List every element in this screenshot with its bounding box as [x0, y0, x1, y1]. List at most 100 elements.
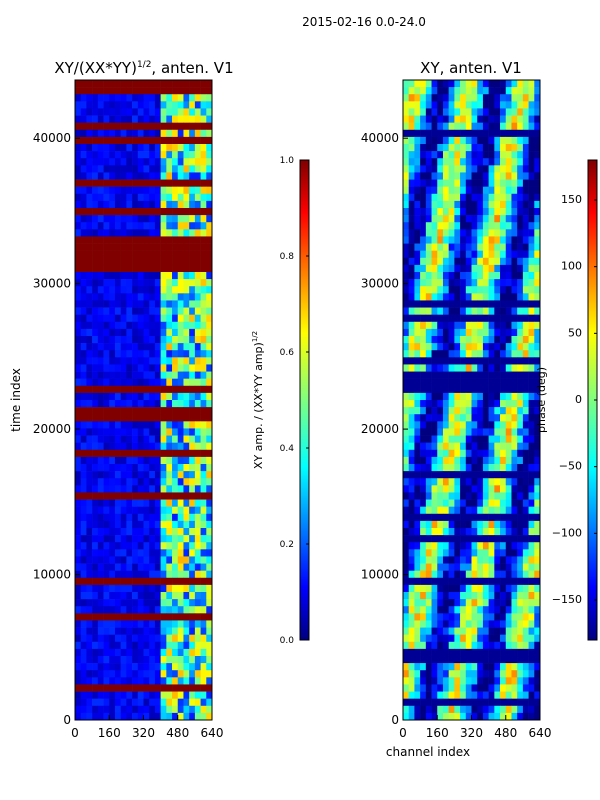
heatmap-cell [92, 584, 99, 593]
heatmap-cell [477, 570, 484, 579]
heatmap-cell [414, 549, 421, 557]
heatmap-cell [92, 670, 99, 678]
heatmap-cell [511, 705, 518, 714]
heatmap-cell [189, 385, 196, 394]
heatmap-cell [132, 663, 139, 671]
heatmap-cell [154, 80, 161, 88]
heatmap-cell [471, 705, 478, 714]
heatmap-cell [482, 336, 489, 344]
heatmap-cell [477, 215, 484, 223]
heatmap-cell [80, 705, 87, 714]
heatmap-cell [528, 94, 535, 102]
heatmap-cell [454, 101, 461, 109]
heatmap-cell [92, 250, 99, 259]
heatmap-cell [442, 215, 449, 223]
heatmap-cell [425, 684, 432, 692]
heatmap-cell [431, 663, 438, 671]
heatmap-cell [414, 243, 421, 251]
heatmap-cell [534, 250, 541, 259]
heatmap-cell [442, 528, 449, 536]
heatmap-cell [454, 464, 461, 472]
heatmap-cell [97, 542, 104, 550]
heatmap-cell [172, 684, 179, 692]
heatmap-cell [149, 549, 156, 557]
heatmap-cell [454, 129, 461, 138]
heatmap-cell [189, 442, 196, 451]
heatmap-cell [528, 378, 535, 387]
heatmap-cell [137, 648, 144, 657]
heatmap-cell [194, 286, 201, 294]
heatmap-cell [420, 513, 427, 522]
x-tick-label: 320 [132, 726, 155, 740]
heatmap-cell [465, 158, 472, 166]
heatmap-cell [454, 499, 461, 507]
heatmap-cell [97, 229, 104, 237]
heatmap-cell [137, 222, 144, 230]
heatmap-cell [505, 421, 512, 429]
heatmap-cell [132, 264, 139, 273]
heatmap-cell [431, 87, 438, 95]
heatmap-cell [403, 193, 410, 202]
heatmap-cell [126, 122, 133, 131]
heatmap-cell [149, 336, 156, 344]
heatmap-cell [137, 193, 144, 202]
heatmap-cell [500, 158, 507, 166]
heatmap-cell [425, 200, 432, 209]
heatmap-cell [172, 371, 179, 379]
heatmap-cell [189, 321, 196, 330]
heatmap-cell [425, 535, 432, 543]
heatmap-cell [177, 264, 184, 273]
heatmap-cell [465, 563, 472, 571]
heatmap-cell [183, 407, 190, 415]
heatmap-cell [505, 442, 512, 451]
heatmap-cell [403, 506, 410, 515]
heatmap-cell [471, 613, 478, 621]
heatmap-cell [75, 122, 82, 131]
heatmap-cell [177, 563, 184, 571]
heatmap-cell [488, 549, 495, 557]
heatmap-cell [92, 641, 99, 650]
heatmap-cell [166, 542, 173, 550]
heatmap-cell [460, 80, 467, 88]
heatmap-cell [500, 691, 507, 699]
heatmap-cell [86, 293, 93, 301]
heatmap-cell [477, 222, 484, 230]
heatmap-cell [194, 435, 201, 443]
heatmap-cell [200, 179, 207, 187]
heatmap-cell [137, 200, 144, 209]
heatmap-cell [103, 513, 110, 522]
heatmap-cell [126, 172, 133, 180]
heatmap-cell [477, 257, 484, 266]
heatmap-cell [194, 698, 201, 707]
heatmap-cell [126, 464, 133, 472]
heatmap-cell [80, 343, 87, 351]
heatmap-cell [80, 684, 87, 692]
heatmap-cell [200, 229, 207, 237]
heatmap-cell [477, 158, 484, 166]
heatmap-cell [482, 478, 489, 486]
heatmap-cell [132, 314, 139, 323]
heatmap-cell [482, 144, 489, 152]
heatmap-cell [97, 698, 104, 707]
heatmap-cell [511, 364, 518, 372]
heatmap-cell [132, 101, 139, 109]
heatmap-cell [431, 570, 438, 579]
heatmap-cell [75, 634, 82, 643]
heatmap-cell [477, 634, 484, 643]
heatmap-cell [194, 272, 201, 280]
heatmap-cell [97, 115, 104, 123]
heatmap-cell [75, 87, 82, 95]
heatmap-cell [143, 336, 150, 344]
heatmap-cell [500, 542, 507, 550]
heatmap-cell [511, 478, 518, 486]
heatmap-cell [482, 328, 489, 337]
heatmap-cell [460, 272, 467, 280]
heatmap-cell [488, 400, 495, 408]
heatmap-cell [534, 378, 541, 387]
heatmap-cell [200, 378, 207, 387]
heatmap-cell [86, 236, 93, 244]
heatmap-cell [403, 421, 410, 429]
heatmap-cell [75, 627, 82, 635]
heatmap-cell [160, 620, 167, 628]
heatmap-cell [97, 94, 104, 102]
